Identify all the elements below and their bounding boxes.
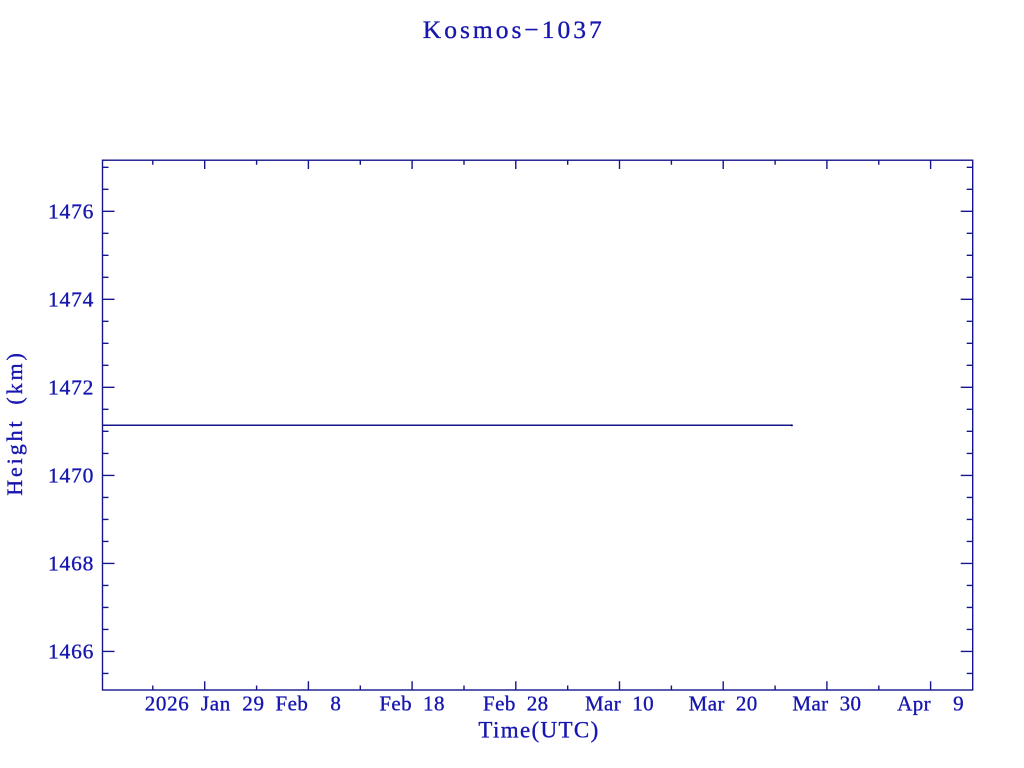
svg-text:Apr 9: Apr 9 <box>897 692 964 716</box>
svg-text:Kosmos−1037: Kosmos−1037 <box>423 15 605 44</box>
svg-text:Feb 28: Feb 28 <box>483 692 549 716</box>
svg-text:1476: 1476 <box>48 199 94 223</box>
svg-text:Height (km): Height (km) <box>2 350 27 496</box>
svg-text:1472: 1472 <box>48 375 94 399</box>
svg-text:2026 Jan 29: 2026 Jan 29 <box>145 692 265 716</box>
svg-text:Time(UTC): Time(UTC) <box>478 718 599 743</box>
svg-text:1468: 1468 <box>48 551 94 575</box>
svg-text:Mar 20: Mar 20 <box>689 692 758 716</box>
svg-text:Mar 10: Mar 10 <box>585 692 654 716</box>
svg-text:1466: 1466 <box>48 639 94 663</box>
svg-text:Feb 8: Feb 8 <box>276 692 342 716</box>
svg-text:Mar 30: Mar 30 <box>792 692 861 716</box>
svg-text:1474: 1474 <box>48 287 94 311</box>
svg-text:Feb 18: Feb 18 <box>379 692 445 716</box>
svg-text:1470: 1470 <box>48 463 94 487</box>
